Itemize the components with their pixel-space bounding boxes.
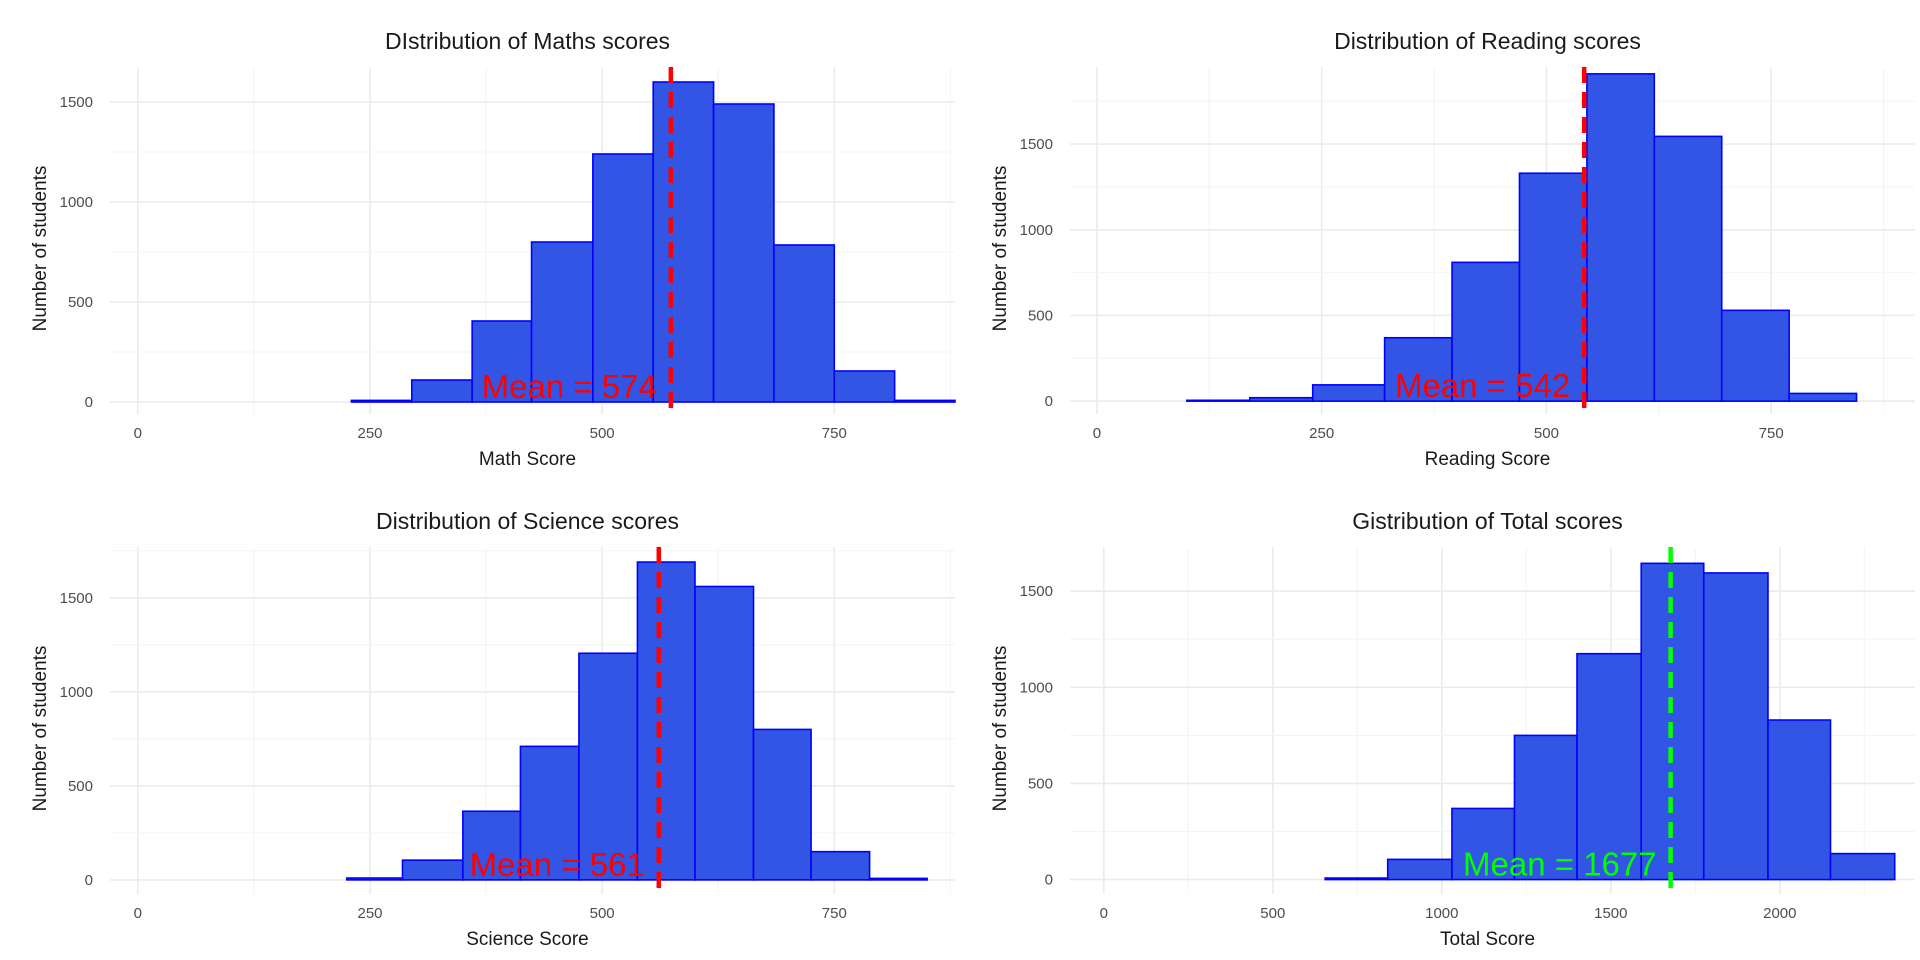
total-y-tick-label: 1000: [1020, 679, 1053, 696]
science-x-tick-label: 500: [590, 905, 615, 922]
total-y-tick-label: 0: [1045, 872, 1053, 889]
reading-mean-label: Mean = 542: [1395, 367, 1570, 404]
science-x-tick-label: 250: [357, 905, 382, 922]
science-x-tick-label: 750: [822, 905, 847, 922]
total-histogram: Mean = 1677 0 500 1000 1500 0 500 1000 1500 2000 G…: [990, 508, 1915, 950]
histogram-bar: [1383, 336, 1453, 402]
histogram-bar: [712, 103, 775, 403]
reading-x-tick-label: 500: [1534, 425, 1559, 442]
total-x-tick-label: 1000: [1425, 905, 1458, 922]
reading-y-tick-label: 1500: [1020, 136, 1053, 153]
total-y-tick-label: 1500: [1020, 583, 1053, 600]
histogram-bar: [636, 561, 696, 881]
reading-histogram-panel: Mean = 542 0 500 1000 1500 0 250 500 750 Distribu…: [960, 0, 1920, 480]
math-histogram: Mean = 574 0 500 1000 1500 0 250 500 750 DIstribu…: [30, 28, 956, 470]
math-bars: [350, 81, 956, 403]
histogram-bar: [810, 850, 871, 881]
histogram-bar: [1451, 807, 1516, 881]
math-y-tick-label: 1500: [60, 94, 93, 111]
histogram-bar: [1788, 392, 1858, 402]
reading-x-tick-label: 250: [1309, 425, 1334, 442]
total-mean-label: Mean = 1677: [1463, 846, 1657, 883]
math-x-tick-label: 250: [357, 425, 382, 442]
histogram-bar: [1586, 73, 1656, 402]
reading-x-axis-label: Reading Score: [1425, 449, 1551, 470]
histogram-bar: [773, 244, 836, 403]
histogram-bar: [1829, 852, 1896, 881]
total-x-tick-label: 1500: [1594, 905, 1627, 922]
science-y-tick-label: 1500: [60, 590, 93, 607]
total-x-tick-label: 0: [1100, 905, 1108, 922]
science-y-tick-label: 500: [68, 778, 93, 795]
histogram-bar: [893, 399, 956, 403]
reading-y-axis-label: Number of students: [990, 166, 1011, 332]
total-bars: [1324, 562, 1896, 881]
math-x-axis-label: Math Score: [479, 449, 576, 470]
histogram-bar: [868, 877, 928, 881]
math-histogram-panel: Mean = 574 0 500 1000 1500 0 250 500 750 DIstribu…: [0, 0, 960, 480]
total-x-axis-label: Total Score: [1440, 929, 1535, 950]
histogram-bar: [1186, 399, 1251, 402]
histogram-bar: [833, 370, 896, 403]
reading-bars: [1186, 73, 1858, 402]
histogram-bar: [1702, 572, 1769, 881]
math-y-tick-label: 1000: [60, 194, 93, 211]
reading-y-tick-label: 0: [1045, 393, 1053, 410]
histogram-bar: [752, 728, 812, 881]
histogram-bar: [462, 810, 522, 881]
science-mean-label: Mean = 561: [470, 846, 645, 883]
math-y-tick-label: 0: [85, 394, 93, 411]
histogram-bar: [350, 399, 413, 403]
histogram-bar: [1576, 652, 1643, 881]
reading-y-tick-label: 1000: [1020, 222, 1053, 239]
reading-chart-title: Distribution of Reading scores: [1334, 28, 1641, 54]
histogram-bar: [410, 379, 473, 403]
histogram-bar: [1767, 719, 1832, 881]
histogram-bar: [1720, 309, 1790, 402]
math-mean-label: Mean = 574: [482, 368, 657, 405]
histogram-bar: [1653, 135, 1723, 402]
reading-y-tick-label: 500: [1028, 307, 1053, 324]
total-x-tick-label: 500: [1260, 905, 1285, 922]
total-y-axis-label: Number of students: [990, 646, 1011, 812]
math-chart-title: DIstribution of Maths scores: [385, 28, 670, 54]
science-histogram: Mean = 561 0 500 1000 1500 0 250 500 750 Distribu…: [30, 508, 955, 950]
science-x-tick-label: 0: [134, 905, 142, 922]
math-y-axis-label: Number of students: [30, 166, 51, 332]
science-x-axis-label: Science Score: [466, 929, 589, 950]
math-x-tick-label: 750: [822, 425, 847, 442]
histogram-bar: [471, 320, 533, 403]
histogram-bar: [1248, 396, 1314, 402]
math-y-tick-label: 500: [68, 294, 93, 311]
histogram-bar: [1311, 384, 1386, 402]
histogram-bar: [1518, 172, 1588, 402]
total-histogram-panel: Mean = 1677 0 500 1000 1500 0 500 1000 1500 2000 G…: [960, 480, 1920, 960]
science-histogram-panel: Mean = 561 0 500 1000 1500 0 250 500 750 Distribu…: [0, 480, 960, 960]
reading-x-tick-label: 0: [1093, 425, 1101, 442]
histogram-bar: [401, 859, 464, 881]
histogram-bar: [1386, 858, 1453, 881]
reading-x-tick-label: 750: [1759, 425, 1784, 442]
histogram-bar: [345, 877, 404, 881]
histogram-bar: [519, 745, 580, 881]
math-x-tick-label: 500: [590, 425, 615, 442]
total-chart-title: Gistribution of Total scores: [1352, 508, 1623, 534]
science-y-tick-label: 1000: [60, 684, 93, 701]
total-x-tick-label: 2000: [1763, 905, 1796, 922]
histogram-bar: [578, 652, 639, 881]
reading-histogram: Mean = 542 0 500 1000 1500 0 250 500 750 Distribu…: [990, 28, 1915, 470]
histogram-bar: [694, 585, 755, 881]
math-x-tick-label: 0: [134, 425, 142, 442]
histogram-bar: [592, 153, 655, 403]
science-bars: [345, 561, 928, 881]
histogram-bar: [652, 81, 715, 403]
science-y-tick-label: 0: [85, 872, 93, 889]
science-chart-title: Distribution of Science scores: [376, 508, 679, 534]
histogram-bar: [1451, 261, 1521, 402]
science-y-axis-label: Number of students: [30, 646, 51, 812]
total-y-tick-label: 500: [1028, 775, 1053, 792]
science-gridlines: [110, 547, 955, 894]
histogram-bar: [1324, 877, 1389, 881]
